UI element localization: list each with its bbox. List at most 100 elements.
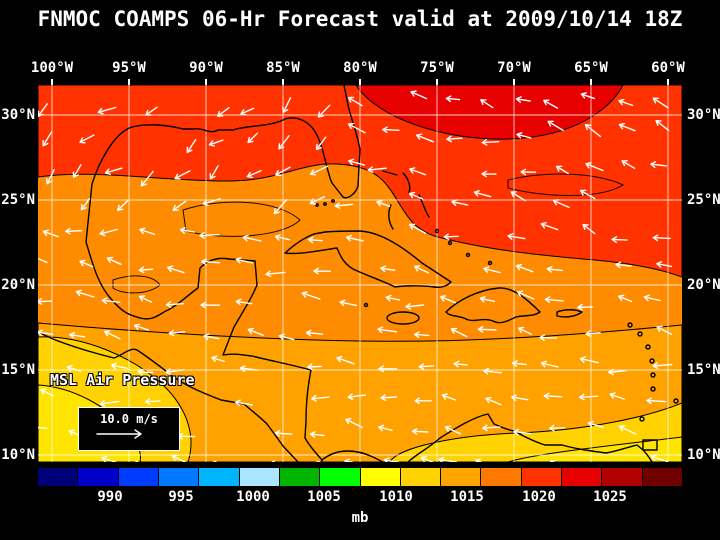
colorbar-segment xyxy=(561,468,602,486)
wind-vector-arrow xyxy=(380,394,398,401)
wind-vector-arrow xyxy=(79,134,95,144)
lon-label-85w: 85°W xyxy=(266,60,300,76)
wind-vector-arrow xyxy=(138,295,153,303)
lon-label-80w: 80°W xyxy=(343,60,377,76)
wind-vector-arrow xyxy=(307,236,323,244)
lat-label-left-10n: 10°N xyxy=(1,447,35,463)
wind-vector-arrow xyxy=(580,92,595,100)
wind-vector-arrow xyxy=(483,367,502,375)
wind-vector-arrow xyxy=(382,126,400,134)
wind-vector-arrow xyxy=(650,161,667,168)
wind-vector-arrow xyxy=(45,169,55,185)
wind-vector-arrow xyxy=(348,158,365,166)
colorbar xyxy=(38,468,682,486)
wind-vector-arrow xyxy=(608,368,627,376)
wind-vector-arrow xyxy=(555,165,569,175)
wind-vector-arrow xyxy=(271,460,276,462)
wind-vector-arrow xyxy=(66,365,82,372)
wind-vector-arrow xyxy=(165,368,185,375)
wind-vector-arrow xyxy=(265,270,286,278)
wind-vector-arrow xyxy=(652,362,673,369)
wind-vector-arrow xyxy=(584,124,601,138)
wind-vector-arrow xyxy=(652,234,671,242)
colorbar-segment xyxy=(77,468,118,486)
wind-vector-arrow xyxy=(274,234,291,241)
gridlines xyxy=(38,85,682,462)
wind-vector-arrow xyxy=(481,170,497,178)
wind-vector-arrow xyxy=(477,326,497,333)
wind-vector-arrow xyxy=(507,233,526,240)
colorbar-unit-label: mb xyxy=(351,510,369,526)
wind-vector-arrow xyxy=(235,298,253,306)
wind-vector-arrow xyxy=(377,326,398,334)
colorbar-tick-1010: 1010 xyxy=(379,489,413,505)
wind-vector-arrow xyxy=(140,170,154,187)
wind-vector-arrow xyxy=(552,199,570,209)
axis-tick xyxy=(128,79,130,85)
wind-vector-arrow xyxy=(309,165,329,176)
wind-vector-arrow xyxy=(339,299,358,307)
wind-vector-arrow xyxy=(203,333,220,341)
chart-title: FNMOC COAMPS 06-Hr Forecast valid at 200… xyxy=(37,7,683,31)
wind-vector-arrow xyxy=(65,227,83,235)
wind-vector-arrow xyxy=(517,326,532,335)
wind-vector-arrow xyxy=(79,259,94,268)
colorbar-segment xyxy=(319,468,360,486)
axis-tick xyxy=(667,79,669,85)
axis-tick xyxy=(282,79,284,85)
wind-vector-arrow xyxy=(186,138,197,154)
wind-vector-arrow xyxy=(274,429,293,437)
colorbar-segment xyxy=(399,468,441,486)
wind-vector-arrow xyxy=(515,264,534,273)
wind-vector-arrow xyxy=(239,365,259,372)
wind-vector-arrow xyxy=(347,393,367,400)
wind-vector-arrow xyxy=(336,356,355,365)
lon-label-60w: 60°W xyxy=(651,60,685,76)
wind-vector-arrow xyxy=(409,167,427,176)
colorbar-segment xyxy=(198,468,239,486)
axis-tick xyxy=(513,79,515,85)
wind-scale-arrow-icon xyxy=(96,429,142,439)
colorbar-segment xyxy=(480,468,521,486)
wind-vector-arrow xyxy=(235,257,254,264)
wind-vector-arrow xyxy=(485,396,502,406)
wind-vector-arrow xyxy=(655,119,670,131)
wind-vector-arrow xyxy=(587,420,604,428)
pressure-field-map xyxy=(38,85,682,462)
lat-label-left-30n: 30°N xyxy=(1,107,35,123)
wind-vector-arrow xyxy=(513,428,532,436)
wind-vector-arrow xyxy=(543,99,559,109)
wind-vector-arrow xyxy=(643,294,661,302)
wind-vector-arrow xyxy=(345,234,364,242)
wind-vector-arrow xyxy=(405,303,425,310)
wind-vector-arrow xyxy=(543,392,563,400)
lat-label-left-20n: 20°N xyxy=(1,277,35,293)
wind-vector-arrow xyxy=(139,227,156,235)
wind-vector-arrow xyxy=(167,265,185,274)
colorbar-segment xyxy=(117,468,158,486)
wind-vector-arrow xyxy=(38,257,48,264)
wind-vector-arrow xyxy=(275,166,291,176)
wind-vector-arrow xyxy=(305,329,324,337)
wind-vector-arrow xyxy=(168,329,186,337)
wind-vector-arrow xyxy=(282,97,292,113)
wind-vector-arrow xyxy=(212,460,217,462)
lon-label-70w: 70°W xyxy=(497,60,531,76)
wind-vector-arrow xyxy=(385,294,401,302)
wind-vector-arrow xyxy=(309,195,326,205)
lon-label-95w: 95°W xyxy=(112,60,146,76)
wind-vector-arrow xyxy=(446,135,463,143)
wind-vector-arrow xyxy=(582,223,596,235)
wind-vector-arrow xyxy=(101,455,118,462)
colorbar-segment xyxy=(520,468,562,486)
wind-vector-arrow xyxy=(234,399,253,407)
wind-vector-arrow xyxy=(247,132,259,144)
colorbar-tick-1000: 1000 xyxy=(236,489,270,505)
wind-vector-arrow xyxy=(483,266,501,274)
wind-vector-arrow xyxy=(311,395,330,402)
wind-vector-arrow xyxy=(42,131,53,147)
wind-vector-arrow xyxy=(317,104,331,118)
wind-vector-arrow xyxy=(414,265,429,274)
wind-scale-label: 10.0 m/s xyxy=(100,412,158,426)
